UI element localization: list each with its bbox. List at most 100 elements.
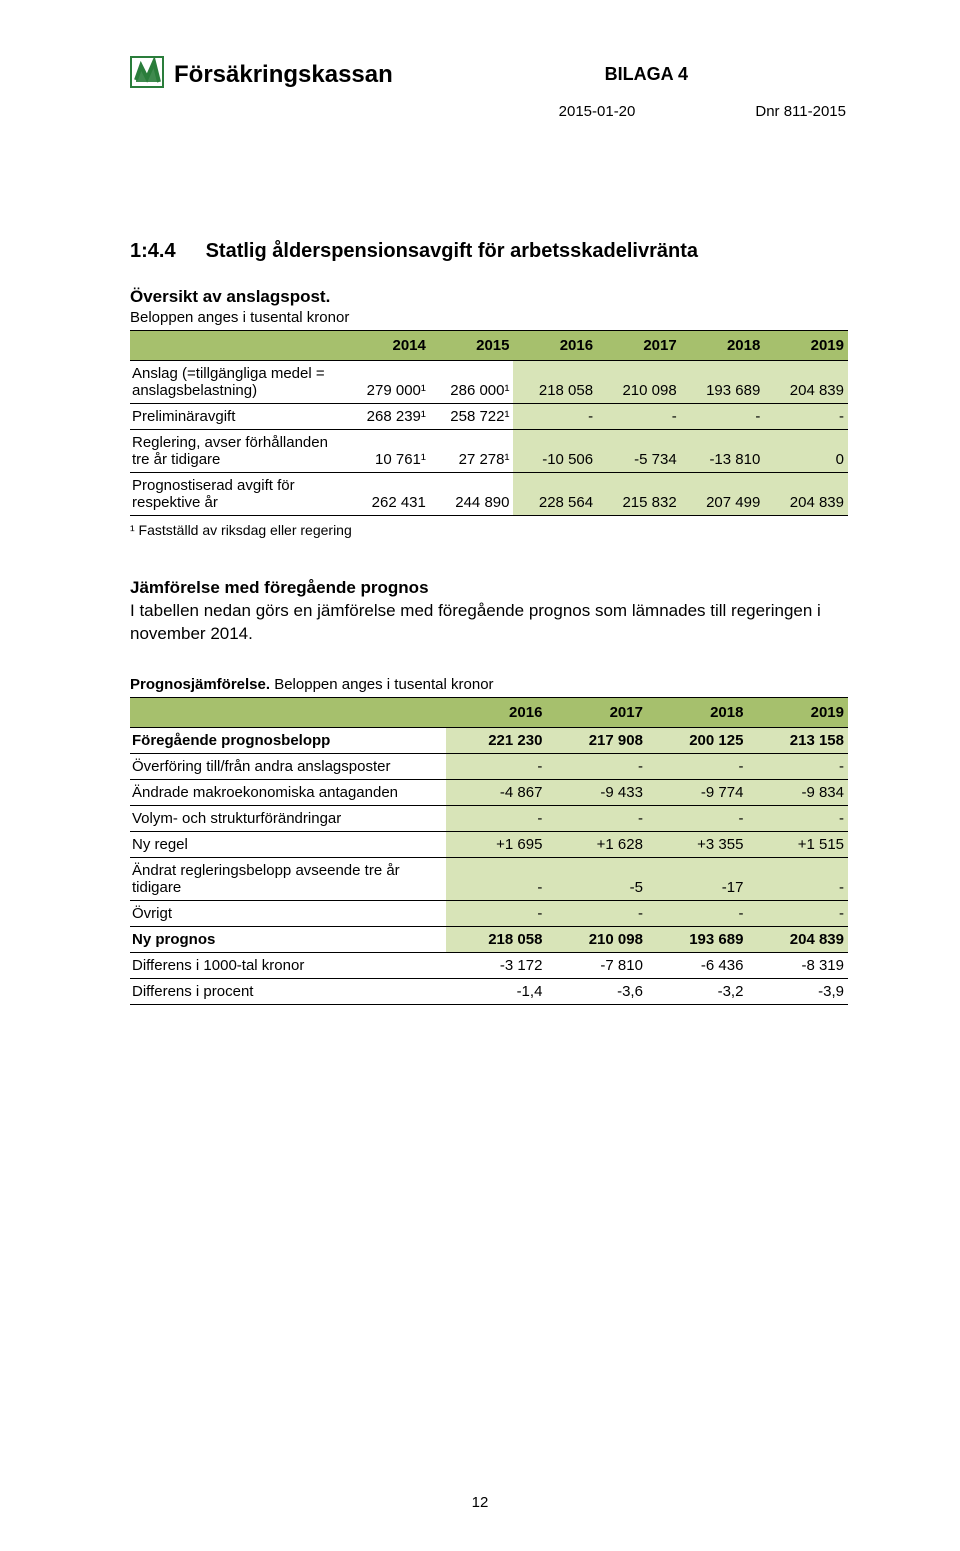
table-row: Ny regel+1 695+1 628+3 355+1 515 [130, 831, 848, 857]
cell: - [764, 404, 848, 430]
cell: -9 834 [747, 779, 848, 805]
cell: 204 839 [764, 473, 848, 516]
table-row: Anslag (=tillgängliga medel = anslagsbel… [130, 361, 848, 404]
table-header-cell: 2016 [513, 331, 597, 361]
compare-paragraph: I tabellen nedan görs en jämförelse med … [130, 600, 848, 646]
row-label: Överföring till/från andra anslagsposter [130, 753, 446, 779]
content: 1:4.4 Statlig ålderspensionsavgift för a… [130, 240, 848, 1005]
row-label: Ändrat regleringsbelopp avseende tre år … [130, 857, 446, 900]
section-title: Statlig ålderspensionsavgift för arbetss… [206, 240, 698, 263]
table-row: Ändrat regleringsbelopp avseende tre år … [130, 857, 848, 900]
cell: -4 867 [446, 779, 547, 805]
section-title-row: 1:4.4 Statlig ålderspensionsavgift för a… [130, 240, 848, 263]
table-row: Ändrade makroekonomiska antaganden-4 867… [130, 779, 848, 805]
cell: 279 000¹ [346, 361, 430, 404]
cell: - [747, 857, 848, 900]
cell: -9 433 [546, 779, 647, 805]
table-row: Differens i 1000-tal kronor-3 172-7 810-… [130, 952, 848, 978]
compare-heading: Jämförelse med föregående prognos [130, 578, 848, 598]
cell: 286 000¹ [430, 361, 514, 404]
cell: -5 734 [597, 430, 681, 473]
cell: -10 506 [513, 430, 597, 473]
cell: 193 689 [681, 361, 765, 404]
footnote: ¹ Fastställd av riksdag eller regering [130, 522, 848, 538]
cell: 207 499 [681, 473, 765, 516]
table-header-cell: 2014 [346, 331, 430, 361]
cell: - [681, 404, 765, 430]
cell: - [446, 753, 547, 779]
cell: +3 355 [647, 831, 748, 857]
dnr-text: Dnr 811-2015 [755, 103, 846, 120]
table-row: Överföring till/från andra anslagsposter… [130, 753, 848, 779]
table-header-cell: 2016 [446, 697, 547, 727]
cell: 0 [764, 430, 848, 473]
cell: -5 [546, 857, 647, 900]
cell: 218 058 [446, 926, 547, 952]
logo-and-brand: Försäkringskassan [130, 56, 393, 93]
compare-caption: Prognosjämförelse. Beloppen anges i tuse… [130, 676, 848, 693]
table-header-cell: 2015 [430, 331, 514, 361]
table-row: Reglering, avser förhållanden tre år tid… [130, 430, 848, 473]
row-label: Reglering, avser förhållanden tre år tid… [130, 430, 346, 473]
row-label: Anslag (=tillgängliga medel = anslagsbel… [130, 361, 346, 404]
cell: 27 278¹ [430, 430, 514, 473]
table-row: Differens i procent-1,4-3,6-3,2-3,9 [130, 978, 848, 1004]
cell: 193 689 [647, 926, 748, 952]
table-header-cell: 2018 [647, 697, 748, 727]
table-row: Ny prognos218 058210 098193 689204 839 [130, 926, 848, 952]
cell: 10 761¹ [346, 430, 430, 473]
cell: +1 628 [546, 831, 647, 857]
header-row: Försäkringskassan BILAGA 4 [130, 56, 848, 93]
cell: -9 774 [647, 779, 748, 805]
cell: +1 695 [446, 831, 547, 857]
row-label: Prognostiserad avgift för respektive år [130, 473, 346, 516]
cell: 262 431 [346, 473, 430, 516]
cell: 213 158 [747, 727, 848, 753]
brand-text: Försäkringskassan [174, 61, 393, 89]
cell: -3,9 [747, 978, 848, 1004]
cell: - [647, 805, 748, 831]
date-text: 2015-01-20 [559, 103, 636, 120]
cell: 258 722¹ [430, 404, 514, 430]
cell: -1,4 [446, 978, 547, 1004]
cell: - [647, 900, 748, 926]
cell: +1 515 [747, 831, 848, 857]
table-header-row: 201420152016201720182019 [130, 331, 848, 361]
cell: - [597, 404, 681, 430]
compare-caption-rest: Beloppen anges i tusental kronor [270, 676, 493, 693]
cell: -13 810 [681, 430, 765, 473]
table-header-cell: 2019 [764, 331, 848, 361]
logo-icon [130, 56, 164, 93]
row-label: Differens i procent [130, 978, 446, 1004]
cell: - [647, 753, 748, 779]
table-row: Föregående prognosbelopp221 230217 90820… [130, 727, 848, 753]
cell: 217 908 [546, 727, 647, 753]
row-label: Ny prognos [130, 926, 446, 952]
cell: - [747, 900, 848, 926]
row-label: Ny regel [130, 831, 446, 857]
cell: -3 172 [446, 952, 547, 978]
table-header-cell: 2018 [681, 331, 765, 361]
table-row: Övrigt---- [130, 900, 848, 926]
cell: 244 890 [430, 473, 514, 516]
cell: - [546, 900, 647, 926]
cell: - [446, 857, 547, 900]
cell: 204 839 [747, 926, 848, 952]
cell: 218 058 [513, 361, 597, 404]
overview-table: 201420152016201720182019 Anslag (=tillgä… [130, 330, 848, 516]
page-number: 12 [472, 1494, 489, 1511]
overview-heading: Översikt av anslagspost. [130, 287, 848, 307]
cell: 210 098 [546, 926, 647, 952]
cell: -7 810 [546, 952, 647, 978]
table-header-cell [130, 697, 446, 727]
table-header-cell: 2017 [597, 331, 681, 361]
compare-caption-bold: Prognosjämförelse. [130, 676, 270, 693]
cell: - [546, 753, 647, 779]
section-number: 1:4.4 [130, 240, 176, 263]
row-label: Volym- och strukturförändringar [130, 805, 446, 831]
page-root: Försäkringskassan BILAGA 4 2015-01-20 Dn… [0, 0, 960, 1551]
compare-table: 2016201720182019 Föregående prognosbelop… [130, 697, 848, 1005]
cell: 204 839 [764, 361, 848, 404]
bilaga-label: BILAGA 4 [605, 64, 688, 85]
cell: - [747, 753, 848, 779]
